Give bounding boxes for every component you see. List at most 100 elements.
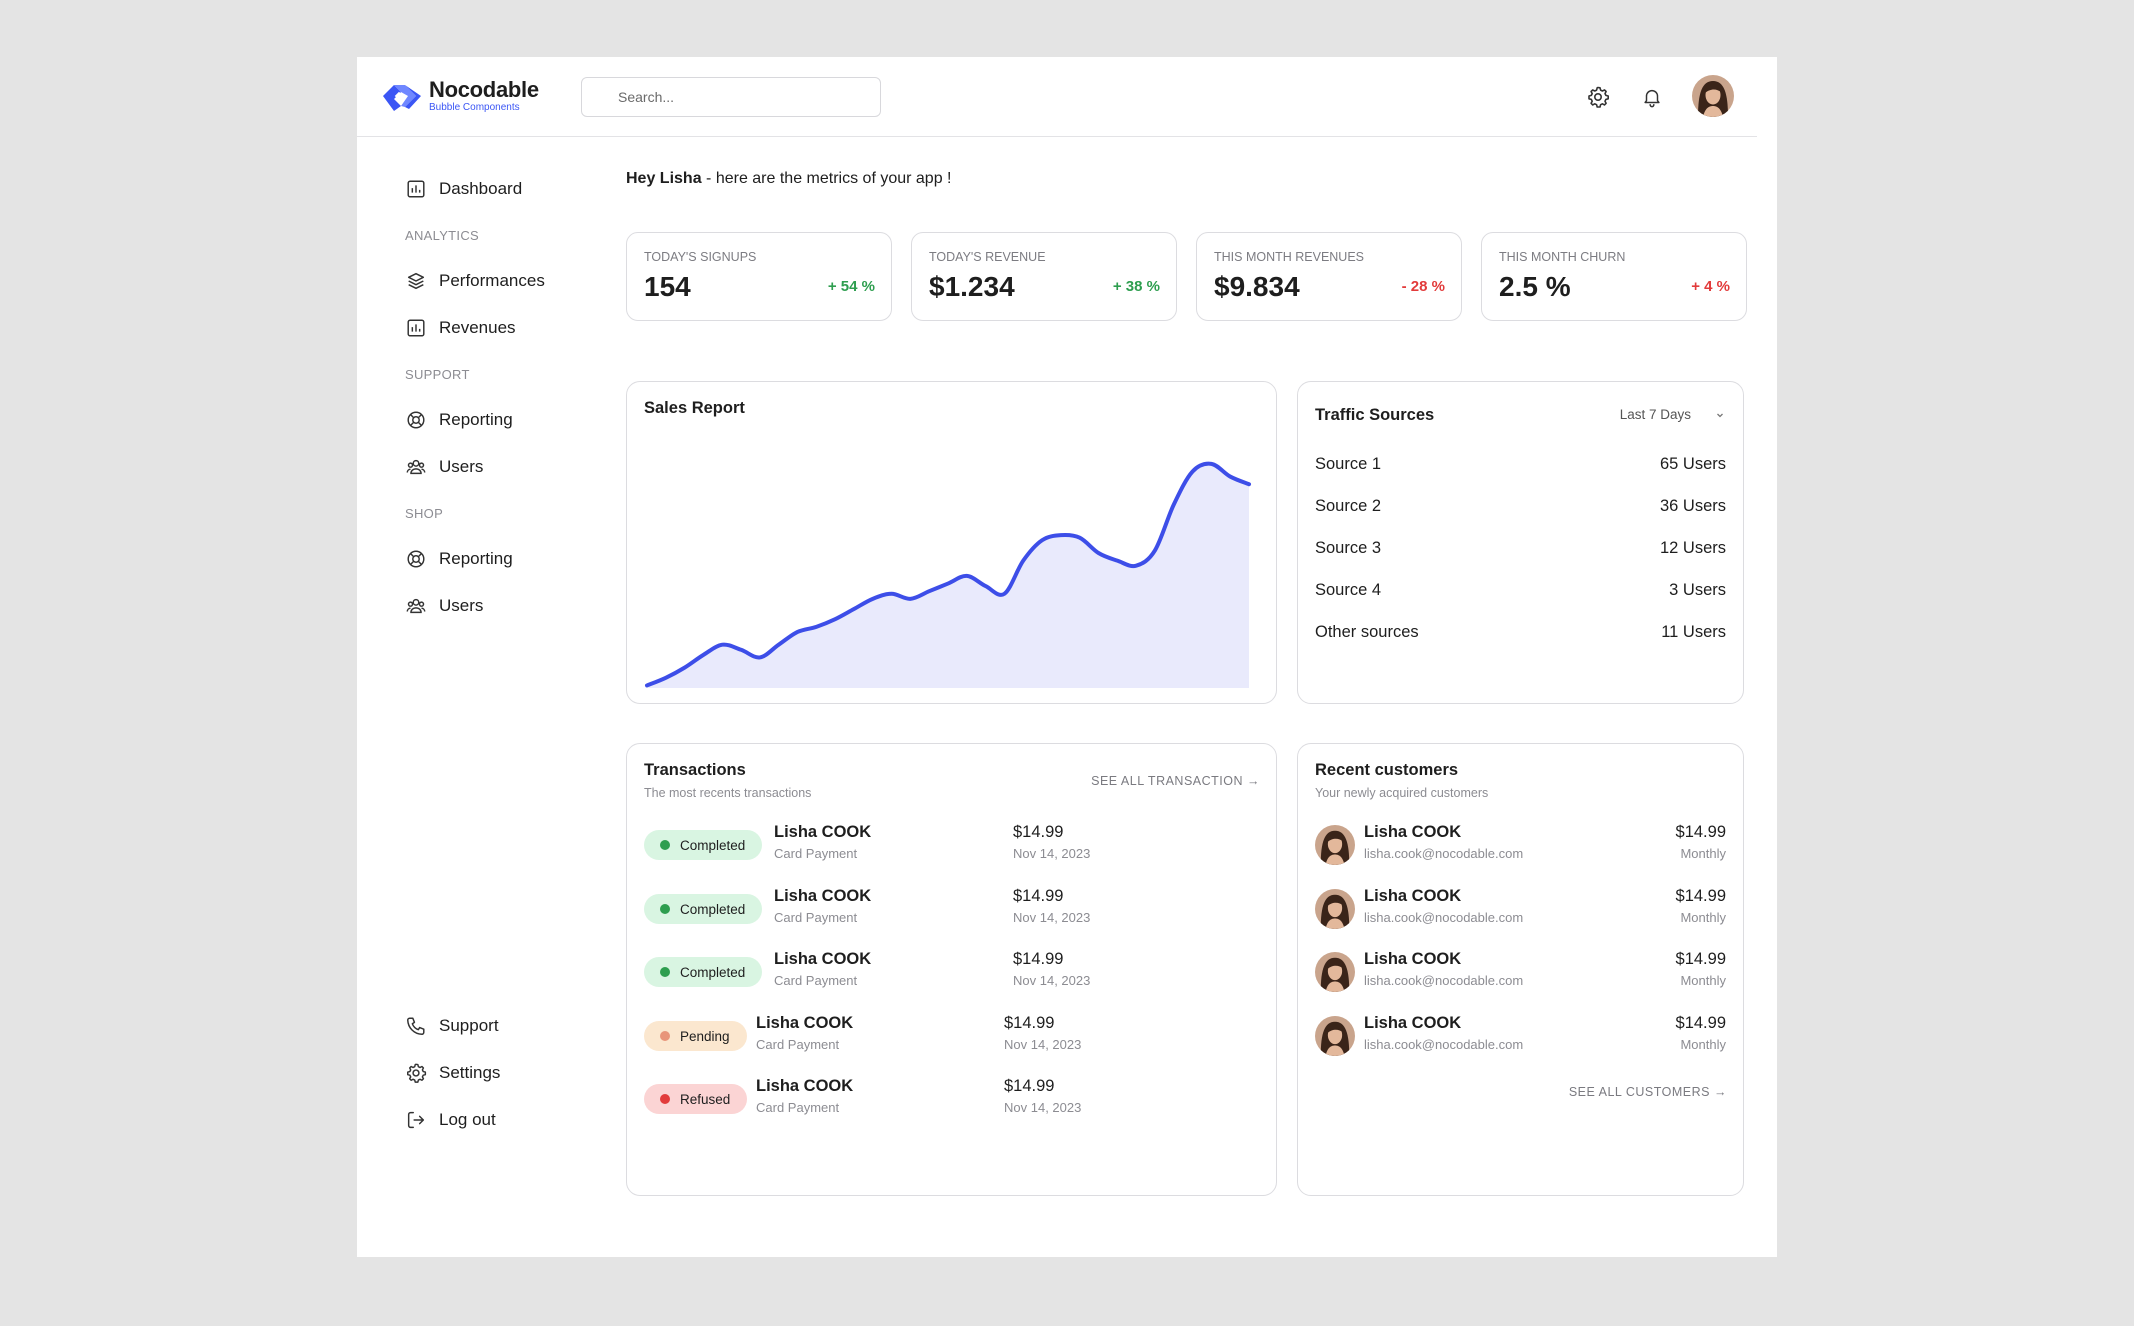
stat-card-month-revenues: THIS MONTH REVENUES $9.834 - 28 % <box>1196 232 1462 321</box>
traffic-sources-card: Traffic Sources Last 7 Days Source 1 65 U… <box>1297 381 1744 704</box>
table-row[interactable]: Refused Lisha COOK Card Payment $14.99 N… <box>644 1077 1264 1121</box>
range-value: Last 7 Days <box>1619 407 1691 422</box>
tx-amount: $14.99 <box>1013 887 1064 905</box>
gear-icon[interactable] <box>1584 83 1612 111</box>
greeting: Hey Lisha - here are the metrics of your… <box>626 170 951 188</box>
sidebar-item-dashboard[interactable]: Dashboard <box>405 175 522 203</box>
customer-avatar <box>1315 1016 1355 1056</box>
status-label: Refused <box>680 1091 731 1107</box>
stat-label: THIS MONTH CHURN <box>1499 250 1626 264</box>
table-row[interactable]: Completed Lisha COOK Card Payment $14.99… <box>644 887 1264 931</box>
sidebar-item-support-users[interactable]: Users <box>405 453 483 481</box>
chevron-down-icon <box>1717 413 1723 417</box>
tx-name: Lisha COOK <box>756 1077 854 1095</box>
users-icon <box>406 459 426 475</box>
brand-name: Nocodable <box>429 77 539 102</box>
customer-price: $14.99 <box>1675 823 1726 841</box>
phone-icon <box>407 1017 425 1035</box>
tx-name: Lisha COOK <box>774 823 872 841</box>
status-dot <box>660 967 670 977</box>
list-item[interactable]: Lisha COOK lisha.cook@nocodable.com $14.… <box>1315 887 1726 931</box>
table-row[interactable]: Pending Lisha COOK Card Payment $14.99 N… <box>644 1014 1264 1058</box>
logout-icon <box>407 1111 425 1129</box>
list-item[interactable]: Lisha COOK lisha.cook@nocodable.com $14.… <box>1315 1014 1726 1058</box>
traffic-row: Other sources 11 Users <box>1315 623 1726 645</box>
bell-icon[interactable] <box>1638 83 1666 111</box>
sidebar-item-revenues[interactable]: Revenues <box>405 314 516 342</box>
sidebar-item-label: Performances <box>439 271 545 290</box>
brand-logo[interactable]: Nocodable Bubble Components <box>381 79 539 113</box>
top-header: Nocodable Bubble Components <box>357 57 1757 137</box>
transactions-subtitle: The most recents transactions <box>644 786 812 800</box>
status-badge: Completed <box>644 830 763 860</box>
tx-amount: $14.99 <box>1004 1014 1055 1032</box>
tx-method: Card Payment <box>756 1037 840 1052</box>
greeting-name: Hey Lisha <box>626 170 702 187</box>
sidebar-item-label: Settings <box>439 1063 501 1082</box>
status-dot <box>660 1094 670 1104</box>
stat-value: $1.234 <box>929 271 1015 302</box>
traffic-users: 11 Users <box>1661 623 1726 641</box>
customer-avatar <box>1315 825 1355 865</box>
status-label: Completed <box>680 837 746 853</box>
user-avatar[interactable] <box>1692 75 1734 117</box>
customer-avatar <box>1315 889 1355 929</box>
status-badge: Completed <box>644 957 763 987</box>
status-label: Completed <box>680 901 746 917</box>
bar-chart-icon <box>407 180 425 198</box>
status-badge: Pending <box>644 1021 747 1051</box>
customer-name: Lisha COOK <box>1364 950 1462 968</box>
sidebar-item-shop-users[interactable]: Users <box>405 592 483 620</box>
traffic-source: Source 4 <box>1315 581 1382 599</box>
customer-avatar <box>1315 952 1355 992</box>
chart-series-line <box>645 461 1251 688</box>
sidebar-item-support-reporting[interactable]: Reporting <box>405 406 513 434</box>
users-icon <box>406 598 426 614</box>
customer-plan: Monthly <box>1680 846 1726 861</box>
list-item[interactable]: Lisha COOK lisha.cook@nocodable.com $14.… <box>1315 823 1726 867</box>
traffic-users: 65 Users <box>1659 455 1726 473</box>
gear-icon <box>407 1063 427 1083</box>
sales-report-title: Sales Report <box>644 399 745 417</box>
range-select[interactable]: Last 7 Days <box>1620 407 1725 422</box>
sidebar-item-shop-reporting[interactable]: Reporting <box>405 545 513 573</box>
lifebuoy-icon <box>407 411 425 429</box>
stat-label: TODAY'S SIGNUPS <box>644 250 757 264</box>
status-badge: Refused <box>644 1084 748 1114</box>
transactions-card: Transactions The most recents transactio… <box>626 743 1277 1196</box>
sales-report-card: Sales Report <box>626 381 1277 704</box>
tx-date: Nov 14, 2023 <box>1013 973 1091 988</box>
customer-plan: Monthly <box>1680 973 1726 988</box>
customer-email: lisha.cook@nocodable.com <box>1364 1037 1524 1052</box>
layers-icon <box>407 272 425 290</box>
stat-card-signups: TODAY'S SIGNUPS 154 + 54 % <box>626 232 892 321</box>
lifebuoy-icon <box>407 550 425 568</box>
stat-delta: - 28 % <box>1401 278 1445 295</box>
bar-chart-icon <box>407 319 425 337</box>
tx-date: Nov 14, 2023 <box>1004 1037 1082 1052</box>
customer-price: $14.99 <box>1675 950 1726 968</box>
traffic-users: 12 Users <box>1659 539 1726 557</box>
tx-name: Lisha COOK <box>774 950 872 968</box>
sidebar-item-label: Reporting <box>439 410 513 429</box>
sidebar-item-label: Users <box>439 596 484 615</box>
sidebar-item-logout[interactable]: Log out <box>405 1106 496 1134</box>
stat-delta: + 38 % <box>1112 278 1160 295</box>
sidebar-item-performances[interactable]: Performances <box>405 267 545 295</box>
list-item[interactable]: Lisha COOK lisha.cook@nocodable.com $14.… <box>1315 950 1726 994</box>
see-all-transactions-link[interactable]: SEE ALL TRANSACTION → <box>1091 774 1260 788</box>
sidebar-item-settings[interactable]: Settings <box>405 1059 500 1087</box>
stat-delta: + 4 % <box>1691 278 1730 295</box>
table-row[interactable]: Completed Lisha COOK Card Payment $14.99… <box>644 823 1264 867</box>
sidebar-item-support[interactable]: Support <box>405 1012 499 1040</box>
see-all-customers-link[interactable]: SEE ALL CUSTOMERS → <box>1568 1085 1727 1099</box>
sidebar-item-label: Reporting <box>439 549 513 568</box>
tx-amount: $14.99 <box>1013 823 1064 841</box>
search-input[interactable] <box>581 77 881 117</box>
transactions-title: Transactions <box>644 761 746 779</box>
customer-plan: Monthly <box>1680 1037 1726 1052</box>
customer-name: Lisha COOK <box>1364 887 1462 905</box>
tx-date: Nov 14, 2023 <box>1013 910 1091 925</box>
table-row[interactable]: Completed Lisha COOK Card Payment $14.99… <box>644 950 1264 994</box>
stat-card-month-churn: THIS MONTH CHURN 2.5 % + 4 % <box>1481 232 1747 321</box>
